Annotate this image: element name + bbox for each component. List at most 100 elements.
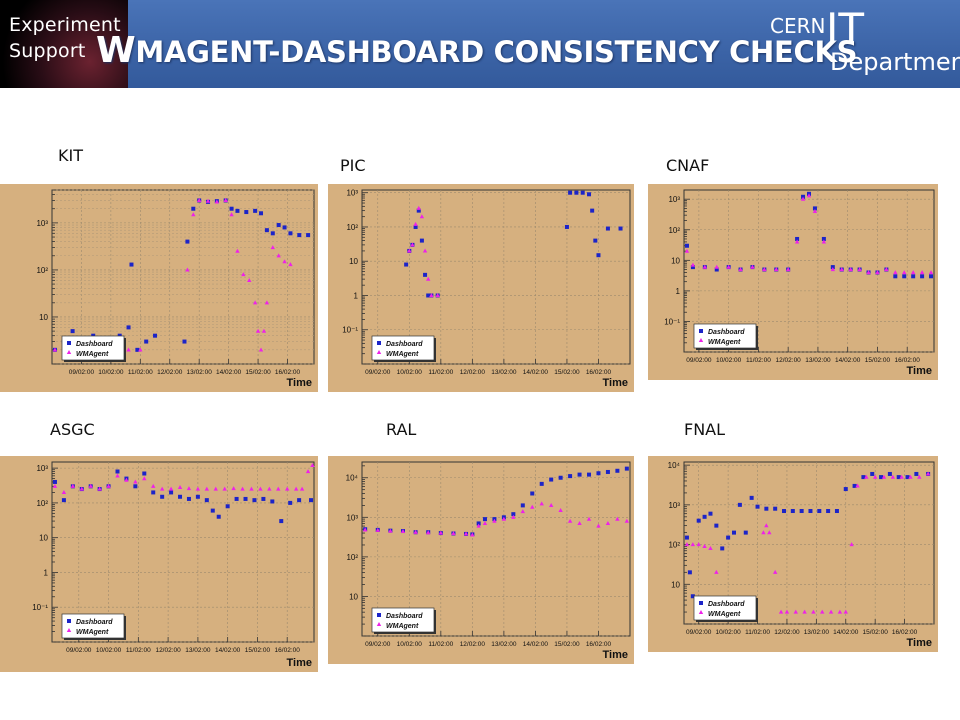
dashboard-point bbox=[61, 498, 66, 503]
legend-label-dashboard: Dashboard bbox=[708, 329, 745, 336]
x-tick-label: 16/02:00 bbox=[275, 369, 301, 376]
wmagent-point bbox=[492, 518, 497, 523]
x-axis-title: Time bbox=[287, 377, 312, 389]
dashboard-point bbox=[169, 490, 174, 495]
wmagent-point bbox=[596, 523, 601, 528]
site-label-asgc: ASGC bbox=[50, 420, 95, 439]
wmagent-point bbox=[884, 267, 889, 272]
wmagent-point bbox=[772, 569, 778, 574]
legend: Dashboard WMAgent bbox=[693, 323, 758, 350]
x-tick-label: 11/02:00 bbox=[126, 647, 151, 654]
dashboard-point bbox=[129, 262, 134, 267]
wmagent-point bbox=[899, 474, 904, 479]
dashboard-point bbox=[261, 496, 266, 501]
dashboard-point bbox=[297, 233, 302, 238]
x-tick-label: 10/02:00 bbox=[397, 641, 423, 648]
chart-panel-pic: 09/02:00 10/02:00 11/02:00 12/02:00 13/02:00… bbox=[328, 184, 634, 392]
x-tick-label: 09/02:00 bbox=[365, 369, 391, 376]
legend-box bbox=[693, 323, 757, 349]
dashboard-point bbox=[413, 224, 418, 229]
wmagent-point bbox=[70, 483, 76, 488]
dashboard-point bbox=[520, 503, 525, 508]
dashboard-point bbox=[115, 469, 120, 474]
dashboard-point bbox=[684, 243, 689, 248]
dashboard-point bbox=[126, 325, 131, 330]
x-tick-label: 09/02:00 bbox=[686, 357, 712, 364]
wmagent-point bbox=[750, 264, 755, 269]
dashboard-point bbox=[210, 508, 215, 513]
dashboard-point bbox=[749, 495, 754, 500]
dashboard-point bbox=[530, 491, 535, 496]
dashboard-point bbox=[182, 339, 187, 344]
legend-label-wmagent: WMAgent bbox=[76, 351, 109, 358]
wmagent-point bbox=[893, 270, 898, 275]
dashboard-point bbox=[539, 481, 544, 486]
wmagent-point bbox=[908, 474, 913, 479]
dashboard-point bbox=[279, 519, 284, 524]
wmagent-point bbox=[159, 486, 165, 491]
y-tick-label: 1 bbox=[354, 291, 359, 300]
dashboard-point bbox=[577, 472, 582, 477]
wmagent-point bbox=[714, 569, 719, 574]
wmagent-point bbox=[890, 474, 896, 479]
y-tick-label: 1 bbox=[676, 287, 681, 296]
dashboard-point bbox=[70, 329, 75, 334]
y-tick-label: 10 bbox=[349, 592, 358, 601]
brand-line-2: Support bbox=[9, 40, 86, 62]
y-tick-label: 10 bbox=[349, 257, 358, 266]
dashboard-point bbox=[416, 208, 421, 213]
y-tick-label: 10³ bbox=[668, 501, 680, 510]
dashboard-point bbox=[714, 523, 719, 528]
x-tick-label: 15/02:00 bbox=[554, 369, 580, 376]
series-wmagent bbox=[407, 205, 440, 298]
wmagent-point bbox=[872, 474, 878, 479]
wmagent-point bbox=[843, 609, 848, 614]
wmagent-point bbox=[690, 262, 696, 267]
dashboard-point bbox=[605, 226, 610, 231]
wmagent-point bbox=[375, 527, 380, 532]
wmagent-point bbox=[222, 486, 227, 491]
wmagent-point bbox=[558, 507, 563, 512]
y-tick-label: 10² bbox=[36, 266, 48, 275]
x-tick-label: 11/02:00 bbox=[428, 369, 453, 376]
x-tick-label: 12/02:00 bbox=[157, 369, 183, 376]
dashboard-point bbox=[153, 333, 158, 338]
series-dashboard bbox=[404, 190, 623, 298]
wmagent-point bbox=[419, 214, 425, 219]
x-tick-label: 13/02:00 bbox=[187, 369, 213, 376]
x-tick-label: 10/02:00 bbox=[715, 629, 741, 636]
wmagent-point bbox=[784, 609, 790, 614]
x-tick-label: 09/02:00 bbox=[69, 369, 95, 376]
legend: Dashboard WMAgent bbox=[693, 595, 758, 622]
wmagent-point bbox=[520, 509, 525, 514]
x-tick-label: 11/02:00 bbox=[128, 369, 153, 376]
x-tick-label: 16/02:00 bbox=[586, 641, 612, 648]
dashboard-point bbox=[288, 231, 293, 236]
y-tick-label: 10² bbox=[668, 541, 680, 550]
dashboard-point bbox=[596, 253, 601, 258]
legend-marker-dashboard bbox=[699, 601, 703, 605]
wmagent-point bbox=[925, 471, 931, 476]
wmagent-point bbox=[285, 486, 290, 491]
dashboard-point bbox=[861, 475, 866, 480]
chart-fnal: 09/02:00 10/02:00 11/02:00 12/02:00 13/02:00… bbox=[648, 456, 938, 652]
wmagent-point bbox=[213, 486, 218, 491]
dashboard-point bbox=[229, 206, 234, 211]
wmagent-point bbox=[97, 486, 102, 491]
dashboard-point bbox=[887, 471, 892, 476]
x-tick-label: 13/02:00 bbox=[804, 629, 830, 636]
wmagent-point bbox=[429, 293, 434, 298]
wmagent-point bbox=[738, 267, 743, 272]
wmagent-point bbox=[812, 208, 818, 213]
y-tick-label: 10 bbox=[39, 534, 48, 543]
it-logo-text: IT bbox=[826, 4, 865, 53]
dashboard-point bbox=[902, 274, 907, 279]
wmagent-point bbox=[258, 486, 263, 491]
y-tick-label: 10 bbox=[39, 313, 48, 322]
wmagent-point bbox=[240, 486, 245, 491]
y-tick-label: 10⁻¹ bbox=[664, 317, 680, 326]
y-tick-label: 10 bbox=[671, 580, 680, 589]
chart-ral: 09/02:00 10/02:00 11/02:00 12/02:00 13/02:00… bbox=[328, 456, 634, 664]
wmagent-point bbox=[857, 267, 862, 272]
wmagent-point bbox=[422, 248, 428, 253]
